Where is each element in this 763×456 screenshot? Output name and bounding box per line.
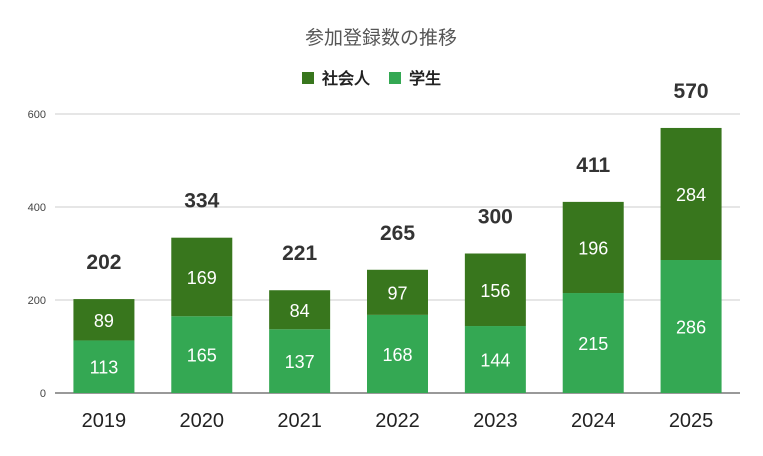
x-tick-label: 2021 (277, 410, 322, 432)
x-tick-label: 2019 (82, 410, 127, 432)
bar-segment (171, 237, 233, 317)
y-tick-label: 600 (28, 109, 46, 121)
segment-value-label: 165 (187, 346, 217, 366)
bar-segment (73, 340, 135, 393)
segment-value-label: 168 (382, 345, 412, 365)
total-value-label: 334 (184, 190, 219, 213)
segment-value-label: 97 (387, 283, 407, 303)
y-axis: 0 200 400 600 (28, 109, 46, 400)
x-axis: 2019 2020 2021 2022 2023 2024 2025 (82, 410, 714, 432)
x-tick-label: 2023 (473, 410, 518, 432)
segment-value-label: 84 (290, 301, 310, 321)
legend-entry: 社会人 (321, 69, 371, 88)
y-tick-label: 200 (28, 295, 46, 307)
total-value-label: 265 (380, 222, 415, 245)
segment-value-label: 196 (578, 238, 608, 258)
bar-segment (562, 201, 624, 294)
bar-segment (562, 293, 624, 393)
segment-value-label: 156 (480, 281, 510, 301)
bar-segment (660, 127, 722, 261)
bars: 113 89 202 165 169 334 137 84 221 168 97 265 144 156 3… (73, 80, 722, 393)
bar-segment (367, 314, 428, 393)
bar-segment (464, 326, 526, 393)
segment-value-label: 144 (480, 351, 510, 371)
x-tick-label: 2024 (571, 410, 616, 432)
total-value-label: 411 (576, 154, 610, 177)
segment-value-label: 286 (676, 318, 706, 338)
segment-value-label: 89 (94, 311, 114, 331)
chart-title: 参加登録数の推移 (305, 27, 457, 49)
legend-swatch (302, 72, 314, 84)
x-tick-label: 2020 (180, 410, 225, 432)
y-tick-label: 400 (28, 202, 46, 214)
segment-value-label: 284 (676, 185, 706, 205)
bar-segment (269, 290, 331, 330)
total-value-label: 221 (282, 242, 317, 265)
total-value-label: 300 (478, 206, 513, 229)
bar-segment (73, 299, 135, 341)
segment-value-label: 137 (285, 352, 315, 372)
segment-value-label: 113 (90, 358, 119, 378)
x-tick-label: 2025 (669, 410, 714, 432)
legend-entry: 学生 (409, 69, 441, 88)
legend: 社会人 学生 (302, 69, 441, 88)
bar-segment (660, 260, 722, 393)
x-tick-label: 2022 (375, 410, 420, 432)
segment-value-label: 169 (187, 268, 217, 288)
bar-segment (171, 316, 233, 393)
total-value-label: 570 (674, 80, 709, 103)
total-value-label: 202 (86, 251, 121, 274)
bar-segment (269, 329, 331, 393)
y-tick-label: 0 (40, 388, 46, 400)
segment-value-label: 215 (578, 334, 608, 354)
legend-swatch (389, 72, 401, 84)
bar-segment (464, 253, 526, 327)
bar-segment (367, 269, 428, 315)
